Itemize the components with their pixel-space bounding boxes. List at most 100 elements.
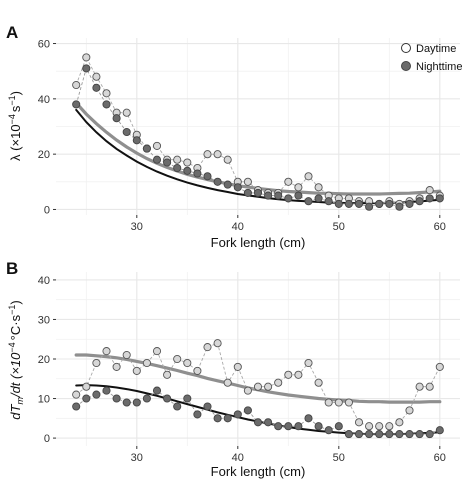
panel-a-y-tick-label: 40: [38, 94, 50, 106]
panel-b-daytime-point: [344, 398, 353, 407]
panel-a-daytime-point: [314, 183, 323, 192]
panel-b-daytime-point: [314, 378, 323, 387]
panel-a-nighttime-point: [132, 136, 141, 145]
panel-b-daytime-point: [324, 398, 333, 407]
panel-a-daytime-point: [304, 172, 313, 181]
panel-b-letter: B: [6, 259, 18, 278]
panel-b-daytime-point: [152, 347, 162, 356]
panel-a-nighttime-point: [435, 194, 444, 203]
panel-a-nighttime-point: [365, 202, 374, 211]
panel-b-nighttime-point: [213, 414, 222, 423]
panel-a-nighttime-point: [304, 197, 313, 206]
panel-b-daytime-point: [395, 418, 404, 427]
panel-a-nighttime-point: [112, 114, 121, 123]
panel-b-nighttime-point: [233, 410, 242, 419]
panel-b-nighttime-point: [112, 394, 121, 403]
panel-a-nighttime-point: [173, 163, 182, 173]
panel-a-daytime-point: [223, 155, 232, 164]
panel-a-nighttime-point: [425, 194, 434, 203]
panel-a-nighttime-point: [395, 202, 404, 211]
panel-b-nighttime-point: [132, 398, 141, 407]
panel-b-daytime-point: [425, 382, 434, 391]
panel-b-nighttime-point: [102, 386, 111, 395]
panel-b-nighttime-point: [264, 418, 273, 427]
panel-b-y-label-main: dT: [8, 403, 23, 419]
panel-a-letter: A: [6, 23, 18, 42]
panel-b-x-tick-label: 30: [131, 452, 143, 464]
panel-a-nighttime-point: [314, 194, 323, 203]
panel-b-nighttime-point: [142, 394, 151, 403]
panel-a-daytime-point: [82, 53, 91, 62]
panel-b-daytime-point: [435, 362, 444, 371]
panel-b-daytime-point: [163, 370, 172, 379]
panel-a-y-label-exp: −4: [7, 114, 17, 124]
panel-a-y-label-main: λ (×10: [8, 124, 23, 161]
panel-b-nighttime-point: [274, 422, 283, 431]
panel-b-daytime-point: [294, 370, 303, 379]
panel-a: A 0 20 40 60 30 40 50 60 Fork length (cm) λ (×…: [6, 23, 462, 250]
panel-b-daytime-point: [122, 350, 131, 360]
panel-a-nighttime-point: [253, 188, 263, 197]
panel-b-daytime-point: [243, 386, 252, 395]
panel-a-x-tick-label: 50: [333, 221, 345, 233]
panel-b-daytime-point: [405, 406, 414, 415]
panel-b-daytime-point: [142, 358, 151, 368]
panel-b-daytime-point: [173, 354, 182, 364]
panel-a-nighttime-point: [385, 199, 394, 208]
panel-b-daytime-point: [334, 398, 343, 407]
panel-b-y-label-unit-exp: −1: [7, 305, 17, 315]
panel-a-nighttime-point: [233, 183, 242, 192]
panel-a-y-label-unit: s: [8, 105, 23, 112]
panel-b-nighttime-point: [82, 394, 91, 403]
panel-b-x-ticks: 30 40 50 60: [131, 446, 446, 464]
panel-b-nighttime-point: [324, 426, 333, 435]
panel-a-nighttime-point: [415, 197, 424, 206]
panel-b-x-tick-label: 50: [333, 452, 345, 464]
panel-b-daytime-point: [365, 422, 374, 431]
panel-b-nighttime-point: [163, 394, 172, 403]
panel-b-y-label-unit: °C·s: [8, 314, 23, 340]
panel-a-nighttime-point: [203, 172, 212, 181]
panel-a-y-ticks: 0 20 40 60: [38, 39, 56, 216]
panel-b-nighttime-point: [223, 414, 232, 423]
panel-a-nighttime-point: [354, 199, 364, 208]
panel-a-daytime-point: [152, 141, 162, 150]
panel-a-y-axis-title: λ (×10−4 s−1): [7, 91, 23, 161]
panel-a-nighttime-point: [334, 199, 343, 208]
panel-a-nighttime-point: [243, 188, 252, 197]
panel-b-daytime-point: [375, 422, 384, 431]
panel-b-nighttime-point: [193, 410, 202, 419]
panel-b-daytime-point: [264, 382, 273, 391]
panel-b-nighttime-point: [173, 402, 182, 411]
panel-b-y-tick-label: 30: [38, 314, 50, 326]
panel-b-nighttime-point: [365, 430, 374, 439]
legend-nighttime-marker: [401, 61, 411, 71]
panel-b-nighttime-point: [435, 426, 444, 435]
panel-a-nighttime-point: [163, 158, 172, 167]
panel-b-x-tick-label: 40: [232, 452, 244, 464]
panel-b-daytime-point: [415, 382, 424, 391]
panel-a-series: [72, 53, 444, 211]
panel-b-nighttime-point: [72, 402, 81, 411]
panel-a-nighttime-point: [102, 100, 111, 109]
panel-b-nighttime-point: [354, 430, 364, 439]
panel-a-x-tick-label: 60: [434, 221, 446, 233]
panel-a-nighttime-point: [142, 144, 151, 153]
panel-b-nighttime-point: [385, 430, 394, 439]
panel-b-nighttime-point: [314, 422, 323, 431]
panel-b-daytime-point: [72, 390, 81, 399]
panel-b-daytime-point: [223, 378, 232, 387]
panel-b-daytime-point: [385, 422, 394, 431]
panel-a-x-tick-label: 30: [131, 221, 143, 233]
panel-a-x-tick-label: 40: [232, 221, 244, 233]
panel-a-y-tick-label: 0: [44, 204, 50, 216]
panel-b-daytime-point: [92, 358, 101, 368]
panel-a-nighttime-point: [294, 191, 303, 200]
panel-a-nighttime-point: [375, 199, 384, 208]
panel-b-daytime-point: [213, 339, 222, 348]
panel-b-daytime-point: [284, 370, 293, 379]
panel-a-daytime-point: [284, 177, 293, 186]
panel-a-daytime-point: [213, 150, 222, 159]
panel-a-daytime-point: [92, 72, 101, 81]
panel-b-daytime-point: [304, 358, 313, 368]
